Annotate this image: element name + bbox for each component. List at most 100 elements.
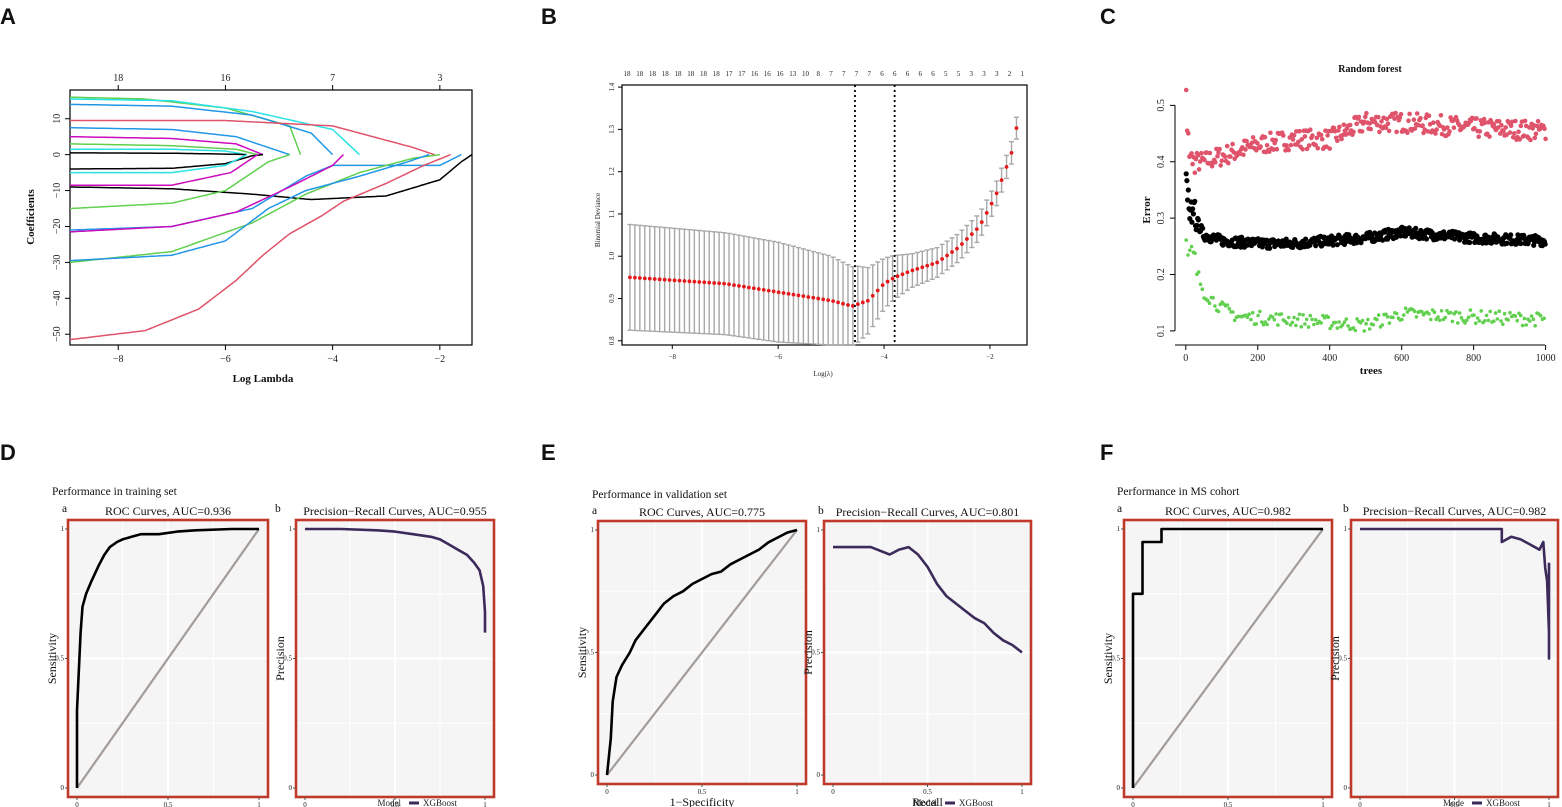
error-point bbox=[1501, 322, 1505, 327]
error-point bbox=[1528, 137, 1533, 143]
y-tick-label: 1 bbox=[591, 526, 595, 534]
cv-point bbox=[925, 263, 930, 268]
x-tick-label: 0.5 bbox=[164, 801, 173, 807]
error-point bbox=[1318, 132, 1324, 138]
error-point bbox=[1516, 129, 1521, 135]
error-point bbox=[1472, 125, 1477, 131]
error-point bbox=[1522, 118, 1528, 124]
error-point bbox=[1403, 306, 1408, 311]
error-point bbox=[1380, 323, 1385, 327]
top-tick-label: 18 bbox=[624, 70, 632, 78]
error-point bbox=[1393, 110, 1398, 116]
error-point bbox=[1492, 319, 1496, 324]
axis-label-y: Sensitivity bbox=[45, 633, 59, 684]
error-point bbox=[1197, 159, 1203, 164]
error-point bbox=[1414, 111, 1420, 116]
x-tick-label: −6 bbox=[774, 353, 782, 361]
error-point bbox=[1218, 163, 1223, 168]
error-point bbox=[1315, 146, 1321, 151]
top-tick-label: 3 bbox=[970, 70, 974, 78]
error-point bbox=[1534, 123, 1540, 129]
error-point bbox=[1308, 127, 1313, 132]
error-point bbox=[1479, 309, 1483, 313]
top-tick-label: 17 bbox=[726, 70, 734, 78]
series-OOB bbox=[1183, 171, 1548, 251]
cv-point bbox=[652, 277, 657, 281]
error-point bbox=[1481, 116, 1487, 122]
cv-point bbox=[742, 284, 746, 289]
error-point bbox=[1524, 323, 1528, 327]
error-point bbox=[1195, 153, 1201, 158]
cv-point bbox=[786, 291, 791, 296]
error-point bbox=[1200, 225, 1206, 231]
error-point bbox=[1364, 321, 1368, 326]
error-point bbox=[1467, 239, 1473, 246]
error-point bbox=[1354, 121, 1359, 127]
error-point bbox=[1241, 152, 1246, 158]
axis-label-x: 1−Specificity bbox=[670, 795, 735, 807]
error-point bbox=[1325, 133, 1330, 138]
x-tick-label: 0 bbox=[1183, 353, 1188, 364]
cv-point bbox=[821, 297, 826, 302]
error-point bbox=[1215, 154, 1220, 159]
reference-diagonal bbox=[1132, 528, 1324, 789]
axis-label-x: Log Lambda bbox=[233, 373, 294, 385]
error-point bbox=[1397, 115, 1403, 120]
coefficient-path-5 bbox=[69, 126, 291, 156]
y-tick-label: 0 bbox=[52, 152, 63, 157]
cv-point bbox=[672, 278, 677, 283]
cv-point bbox=[781, 291, 786, 295]
error-point bbox=[1199, 150, 1204, 156]
error-point bbox=[1265, 322, 1269, 327]
error-point bbox=[1538, 313, 1543, 318]
x-tick-label: 0 bbox=[605, 788, 609, 796]
error-point bbox=[1313, 318, 1318, 322]
error-point bbox=[1439, 309, 1444, 313]
x-tick-label: 800 bbox=[1466, 353, 1481, 364]
sub-label-a: a bbox=[1117, 503, 1122, 515]
cv-point bbox=[642, 276, 647, 281]
error-point bbox=[1488, 309, 1492, 314]
top-tick-label: 7 bbox=[330, 73, 335, 84]
error-point bbox=[1245, 315, 1250, 320]
error-point bbox=[1438, 113, 1444, 118]
cv-point bbox=[722, 281, 726, 286]
error-point bbox=[1258, 309, 1262, 314]
plot-frame bbox=[69, 89, 473, 346]
error-point bbox=[1376, 114, 1381, 120]
cv-point bbox=[771, 289, 776, 294]
error-point bbox=[1501, 128, 1506, 134]
error-point bbox=[1294, 323, 1298, 328]
error-point bbox=[1272, 318, 1277, 322]
panel-label-d: D bbox=[0, 440, 16, 465]
error-point bbox=[1495, 317, 1500, 321]
top-tick-label: 1 bbox=[1021, 70, 1025, 78]
y-tick-label: 1.3 bbox=[608, 125, 616, 134]
error-point bbox=[1522, 316, 1527, 321]
cv-point bbox=[761, 287, 766, 292]
x-tick-label: −4 bbox=[327, 354, 338, 365]
x-tick-label: 600 bbox=[1394, 353, 1409, 364]
error-point bbox=[1190, 211, 1196, 217]
error-point bbox=[1375, 317, 1379, 322]
cv-point bbox=[756, 287, 761, 291]
top-tick-label: 7 bbox=[868, 70, 872, 78]
y-tick-label: 1 bbox=[1117, 525, 1121, 533]
x-tick-label: 0 bbox=[75, 801, 79, 807]
chart-title: Random forest bbox=[1338, 64, 1402, 75]
sub-label-a: a bbox=[592, 505, 597, 517]
error-point bbox=[1255, 140, 1260, 146]
coefficient-path-16 bbox=[69, 154, 344, 233]
x-tick-label: 0 bbox=[1131, 801, 1135, 807]
error-point bbox=[1433, 131, 1438, 136]
series-class2 bbox=[1184, 238, 1546, 333]
top-tick-label: 3 bbox=[982, 70, 986, 78]
y-tick-label: 1.4 bbox=[608, 82, 616, 91]
cv-point bbox=[727, 282, 731, 287]
sub-label-a: a bbox=[62, 503, 67, 515]
y-tick-label: 0.1 bbox=[1156, 325, 1167, 338]
cv-point bbox=[875, 288, 880, 293]
error-point bbox=[1434, 127, 1439, 132]
cv-point bbox=[880, 283, 885, 288]
